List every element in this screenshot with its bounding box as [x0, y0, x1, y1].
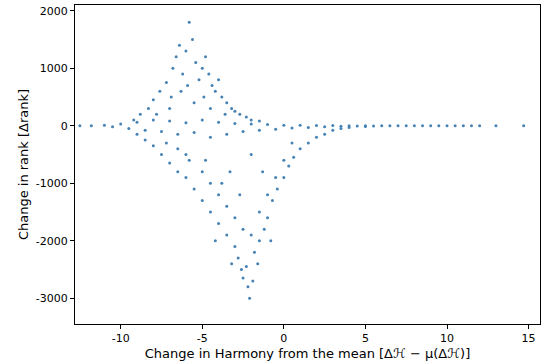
svg-text:5: 5 — [362, 332, 369, 345]
svg-text:10: 10 — [440, 332, 454, 345]
svg-text:15: 15 — [522, 332, 536, 345]
svg-text:0: 0 — [280, 332, 287, 345]
svg-text:-3000: -3000 — [36, 292, 68, 305]
svg-text:0: 0 — [61, 120, 68, 133]
svg-text:1000: 1000 — [40, 62, 68, 75]
svg-text:Change in rank [Δrank]: Change in rank [Δrank] — [16, 89, 31, 240]
svg-text:Change in Harmony from the mea: Change in Harmony from the mean [Δℋ − μ(… — [145, 346, 470, 361]
svg-text:-10: -10 — [112, 332, 130, 345]
svg-text:2000: 2000 — [40, 5, 68, 18]
svg-text:-1000: -1000 — [36, 177, 68, 190]
svg-text:-5: -5 — [197, 332, 208, 345]
svg-text:-2000: -2000 — [36, 235, 68, 248]
